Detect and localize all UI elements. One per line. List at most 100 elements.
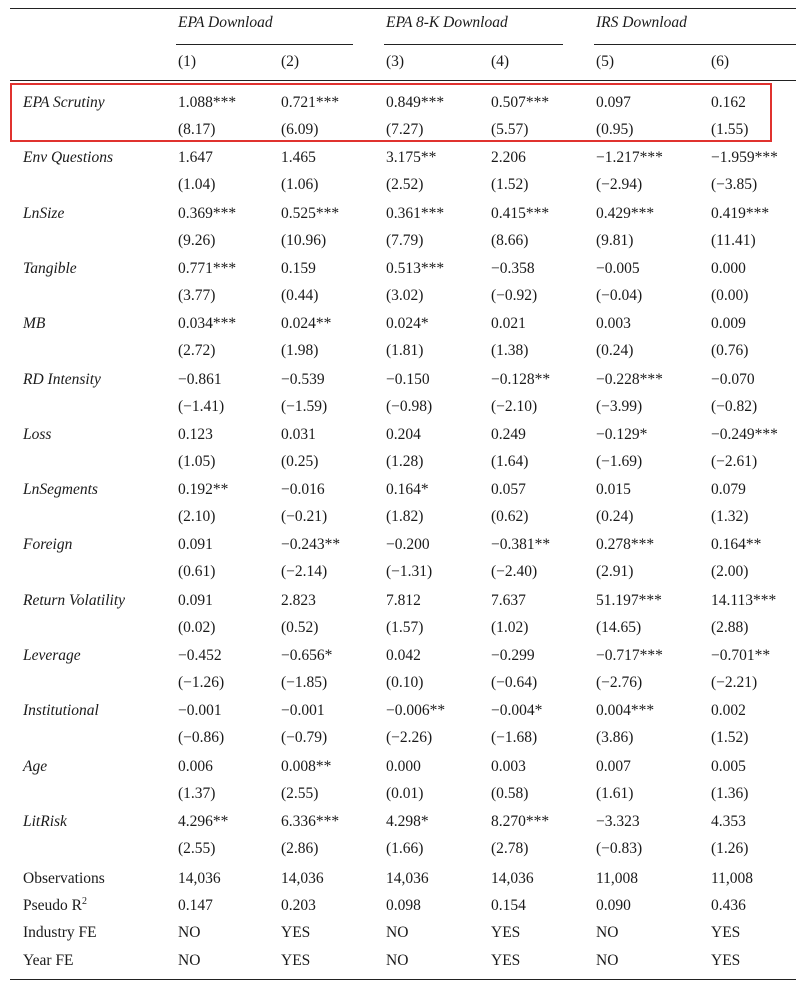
coefficient-cell: 0.192** [178,481,229,499]
superscript: 2 [82,896,87,908]
coefficient-cell: 4.353 [711,812,746,830]
t-stat-cell: (5.57) [491,121,529,138]
coefficient-cell: −0.539 [281,370,325,388]
coefficient-cell: 0.204 [386,425,421,443]
coefficient-cell: −0.249*** [711,425,778,443]
t-stat-cell: (−0.21) [281,508,328,526]
footer-label-text: Observations [23,870,105,887]
t-stat-cell: (−0.79) [281,729,328,747]
coefficient-cell: −0.701** [711,647,771,664]
top-rule [10,8,796,9]
row-label: Foreign [23,536,73,554]
coefficient-cell: 0.415*** [491,204,550,222]
coefficient-cell: −0.717*** [596,647,663,664]
bottom-rule [10,979,796,980]
t-stat-cell: (0.76) [711,342,749,360]
coefficient-cell: −1.959*** [711,149,778,167]
footer-cell: 0.203 [281,897,316,915]
footer-cell: 14,036 [178,870,221,887]
t-stat-cell: (2.10) [178,508,216,526]
coefficient-cell: 0.005 [711,757,746,775]
footer-cell: NO [178,924,201,942]
t-stat-cell: (−2.76) [596,674,643,691]
t-stat-cell: (1.26) [711,839,749,857]
footer-cell: NO [178,951,201,969]
coefficient-cell: 0.000 [711,259,746,277]
header-rule [10,80,796,81]
coefficient-cell: −0.070 [711,370,755,388]
coefficient-cell: −0.299 [491,647,535,664]
t-stat-cell: (1.82) [386,508,424,526]
footer-cell: YES [491,951,521,969]
column-number: (1) [178,53,197,70]
footer-label: Year FE [23,952,74,970]
t-stat-cell: (−0.83) [596,839,643,857]
footer-label-text: Year FE [23,951,74,969]
coefficient-cell: 0.042 [386,647,421,664]
coefficient-cell: 0.123 [178,425,213,443]
coefficient-cell: −0.016 [281,481,325,499]
t-stat-cell: (1.81) [386,342,424,360]
t-stat-cell: (0.62) [491,508,529,526]
coefficient-cell: −0.452 [178,647,222,664]
coefficient-cell: 0.159 [281,259,316,277]
t-stat-cell: (−3.85) [711,176,758,194]
t-stat-cell: (1.52) [491,176,529,194]
coefficient-cell: 0.091 [178,591,213,609]
coefficient-cell: 0.164* [386,481,429,499]
t-stat-cell: (2.91) [596,563,634,581]
t-stat-cell: (−0.86) [178,729,225,747]
t-stat-cell: (10.96) [281,231,327,249]
coefficient-cell: 1.465 [281,149,316,167]
coefficient-cell: 0.097 [596,94,631,111]
t-stat-cell: (9.26) [178,231,216,249]
t-stat-cell: (9.81) [596,231,634,249]
highlight-box [10,83,772,142]
t-stat-cell: (−2.26) [386,729,433,747]
footer-cell: YES [491,924,521,942]
row-label: RD Intensity [23,370,101,388]
coefficient-cell: 0.164** [711,536,762,554]
coefficient-cell: −0.381** [491,536,551,554]
footer-cell: 14,036 [491,870,534,887]
footer-cell: 11,008 [711,870,754,887]
t-stat-cell: (2.78) [491,839,529,857]
t-stat-cell: (1.57) [386,618,424,636]
coefficient-cell: 7.637 [491,591,526,609]
t-stat-cell: (−2.14) [281,563,328,581]
footer-cell: NO [596,924,619,942]
t-stat-cell: (−1.31) [386,563,433,581]
coefficient-cell: 0.278*** [596,536,655,554]
coefficient-cell: 0.021 [491,315,526,333]
column-group-header: EPA 8-K Download [386,14,508,31]
coefficient-cell: 0.507*** [491,94,550,111]
coefficient-cell: 0.419*** [711,204,770,222]
t-stat-cell: (−0.92) [491,286,538,304]
t-stat-cell: (2.55) [281,784,319,802]
coefficient-cell: −0.228*** [596,370,663,388]
coefficient-cell: −0.243** [281,536,341,554]
row-label: Age [23,757,48,775]
coefficient-cell: 0.525*** [281,204,340,222]
t-stat-cell: (0.10) [386,674,424,691]
t-stat-cell: (3.77) [178,286,216,304]
footer-label-text: Industry FE [23,924,97,942]
row-label: LnSize [23,204,65,222]
coefficient-cell: 7.812 [386,591,421,609]
footer-cell: YES [711,951,741,969]
coefficient-cell: 0.008** [281,757,332,775]
t-stat-cell: (−1.69) [596,452,643,470]
coefficient-cell: 14.113*** [711,591,777,609]
t-stat-cell: (0.58) [491,784,529,802]
t-stat-cell: (−0.64) [491,674,538,691]
footer-cell: YES [711,924,741,942]
column-group-rule [594,44,796,45]
t-stat-cell: (2.88) [711,618,749,636]
coefficient-cell: 0.721*** [281,94,340,111]
t-stat-cell: (3.86) [596,729,634,747]
t-stat-cell: (−1.26) [178,674,225,691]
coefficient-cell: 0.002 [711,702,746,720]
coefficient-cell: −0.200 [386,536,430,554]
coefficient-cell: 0.162 [711,94,746,111]
t-stat-cell: (2.00) [711,563,749,581]
